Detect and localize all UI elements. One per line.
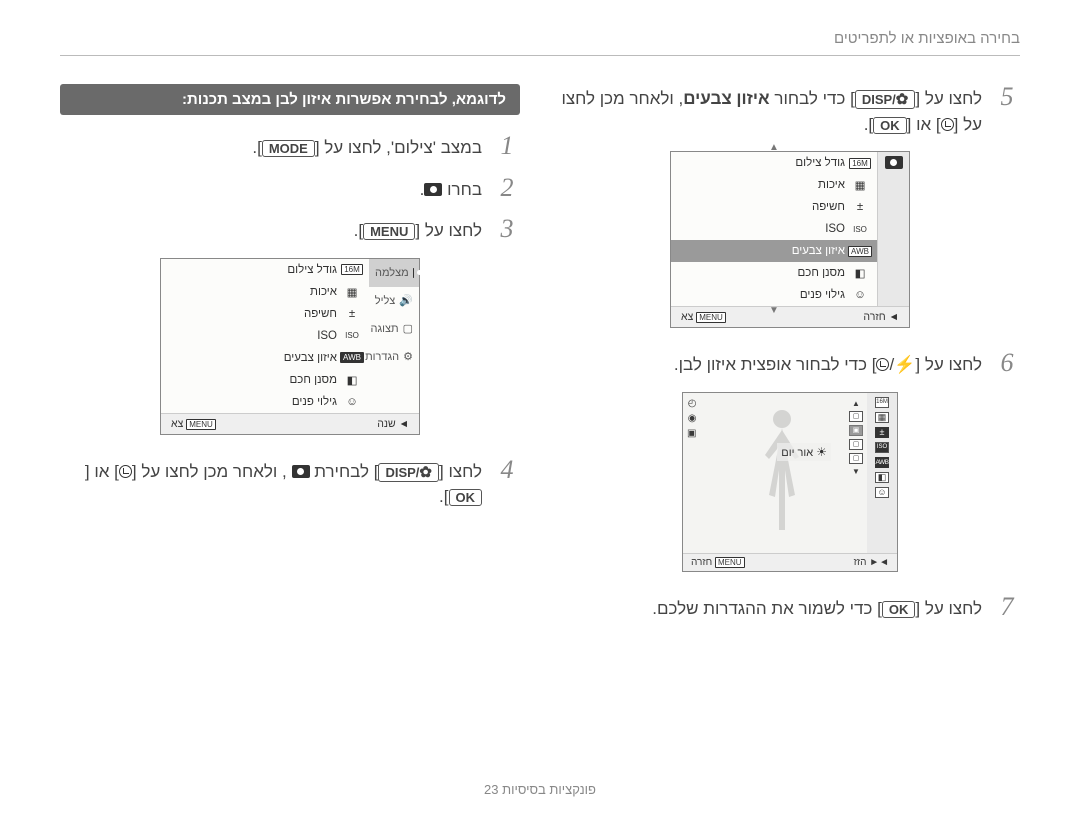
chevron-up-icon: ▲ [671, 142, 877, 153]
fig-side-camera [877, 152, 909, 306]
step-text: לחצו על [⚡/] כדי לבחור אופצית איזון לבן. [674, 350, 982, 378]
display-icon: ▢ [403, 322, 413, 335]
step-2: 2 בחרו . [60, 175, 520, 203]
fig-tab-sound: 🔊צליל [369, 287, 419, 315]
step1-text: במצב 'צילום', לחצו על [324, 138, 482, 157]
figB-footer: ◄► הזז MENU חזרה [683, 553, 897, 571]
fig-tab-camera: מצלמה [369, 259, 419, 287]
fig-tab-settings: ⚙הגדרות [369, 343, 419, 371]
chevron-left-icon: ◄ [399, 418, 409, 430]
flash-icon: ⚡ [894, 356, 915, 373]
ok-button: OK [449, 489, 483, 506]
mode-button-label: MODE [262, 140, 315, 157]
sound-icon: 🔊 [399, 294, 413, 307]
menu-button-label: MENU [363, 223, 415, 240]
disp-flower-button: ✿/DISP [855, 90, 916, 109]
camera-icon [885, 156, 903, 169]
ok-button: OK [873, 117, 907, 134]
step-1: 1 במצב 'צילום', לחצו על [MODE]. [60, 133, 520, 161]
person-silhouette-icon [757, 405, 807, 535]
step2-text: בחרו [447, 180, 482, 199]
figure-menu-tabs: מצלמה 🔊צליל ▢תצוגה ⚙הגדרות 16Mגודל צילום… [160, 258, 420, 435]
right-indicators: ▲ ▢ ▣ ▢ ▢ ▼ [849, 399, 863, 476]
fig-list: ▲ 16Mגודל צילום ▦איכות ±חשיפה ISOISO AWB… [671, 152, 877, 306]
step-text: במצב 'צילום', לחצו על [MODE]. [252, 133, 482, 161]
figB-side-icons: 16M ▦ ± ISO AWB ◧ ☺ [867, 393, 897, 553]
camera-p-icon [424, 182, 442, 199]
step-number: 6 [994, 350, 1020, 376]
step-5: 5 לחצו על [✿/DISP] כדי לבחור איזון צבעים… [560, 84, 1020, 137]
step-3: 3 לחצו על [MENU]. [60, 216, 520, 244]
timer-icon [876, 357, 889, 374]
disp-flower-button: ✿/DISP [378, 463, 439, 482]
content-columns: לדוגמא, לבחירת אפשרות איזון לבן במצב תכנ… [60, 84, 1020, 635]
step-text: לחצו על [OK] כדי לשמור את ההגדרות שלכם. [652, 594, 982, 622]
step-number: 4 [494, 457, 520, 483]
chevron-down-icon: ▼ [671, 305, 877, 316]
camera-p-icon [292, 464, 310, 481]
ok-button: OK [882, 601, 916, 618]
step-number: 3 [494, 216, 520, 242]
chevron-left-icon: ◄ [889, 311, 899, 323]
fig-list: 16Mגודל צילום ▦איכות ±חשיפה ISOISO AWBאי… [161, 259, 369, 413]
figure-menu-highlight: ▲ 16Mגודל צילום ▦איכות ±חשיפה ISOISO AWB… [670, 151, 910, 328]
flower-icon: ✿ [896, 92, 909, 107]
step-text: לחצו על [✿/DISP] כדי לבחור איזון צבעים, … [560, 84, 982, 137]
column-right: לדוגמא, לבחירת אפשרות איזון לבן במצב תכנ… [60, 84, 520, 635]
step-4: 4 לחצו [✿/DISP] לבחירת , ולאחר מכן לחצו … [60, 457, 520, 510]
page-header: בחירה באופציות או לתפריטים [60, 30, 1020, 56]
example-title: לדוגמא, לבחירת אפשרות איזון לבן במצב תכנ… [60, 84, 520, 115]
gear-icon: ⚙ [403, 350, 413, 363]
step-text: לחצו על [MENU]. [354, 216, 482, 244]
step-number: 5 [994, 84, 1020, 110]
timer-icon [941, 117, 954, 134]
step-text: בחרו . [420, 175, 482, 203]
fig-tab-display: ▢תצוגה [369, 315, 419, 343]
step-6: 6 לחצו על [⚡/] כדי לבחור אופצית איזון לב… [560, 350, 1020, 378]
bold-wb: איזון צבעים [683, 89, 769, 108]
step-number: 7 [994, 594, 1020, 620]
left-indicators: ◴ ◉ ▣ [687, 399, 696, 439]
fig-tabs: מצלמה 🔊צליל ▢תצוגה ⚙הגדרות [369, 259, 419, 413]
column-left: 5 לחצו על [✿/DISP] כדי לבחור איזון צבעים… [560, 84, 1020, 635]
fig-footer: ◄ שנה MENU צא [161, 413, 419, 434]
step-7: 7 לחצו על [OK] כדי לשמור את ההגדרות שלכם… [560, 594, 1020, 622]
chevron-up-icon: ▲ [849, 399, 863, 408]
timer-icon [119, 464, 132, 481]
preview-area: ☀ אור יום ▲ ▢ ▣ ▢ ▢ ▼ ◴ ◉ ▣ [683, 393, 867, 553]
page-footer: פונקציות בסיסיות 23 [0, 782, 1080, 797]
flower-icon: ✿ [419, 465, 432, 480]
figure-preview: 16M ▦ ± ISO AWB ◧ ☺ ☀ אור יום [682, 392, 898, 572]
step-number: 1 [494, 133, 520, 159]
step-text: לחצו [✿/DISP] לבחירת , ולאחר מכן לחצו על… [60, 457, 482, 510]
step-number: 2 [494, 175, 520, 201]
wb-option-label: ☀ אור יום [777, 443, 831, 461]
chevron-down-icon: ▼ [849, 467, 863, 476]
step3-text: לחצו על [425, 221, 482, 240]
